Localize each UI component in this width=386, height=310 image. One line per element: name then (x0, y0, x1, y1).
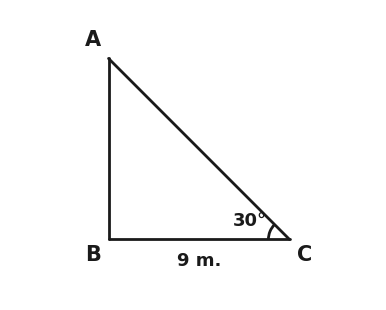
Text: A: A (85, 30, 102, 50)
Text: B: B (86, 245, 102, 264)
Text: 30°: 30° (233, 212, 267, 230)
Text: 9 m.: 9 m. (177, 252, 221, 270)
Text: C: C (297, 245, 312, 264)
